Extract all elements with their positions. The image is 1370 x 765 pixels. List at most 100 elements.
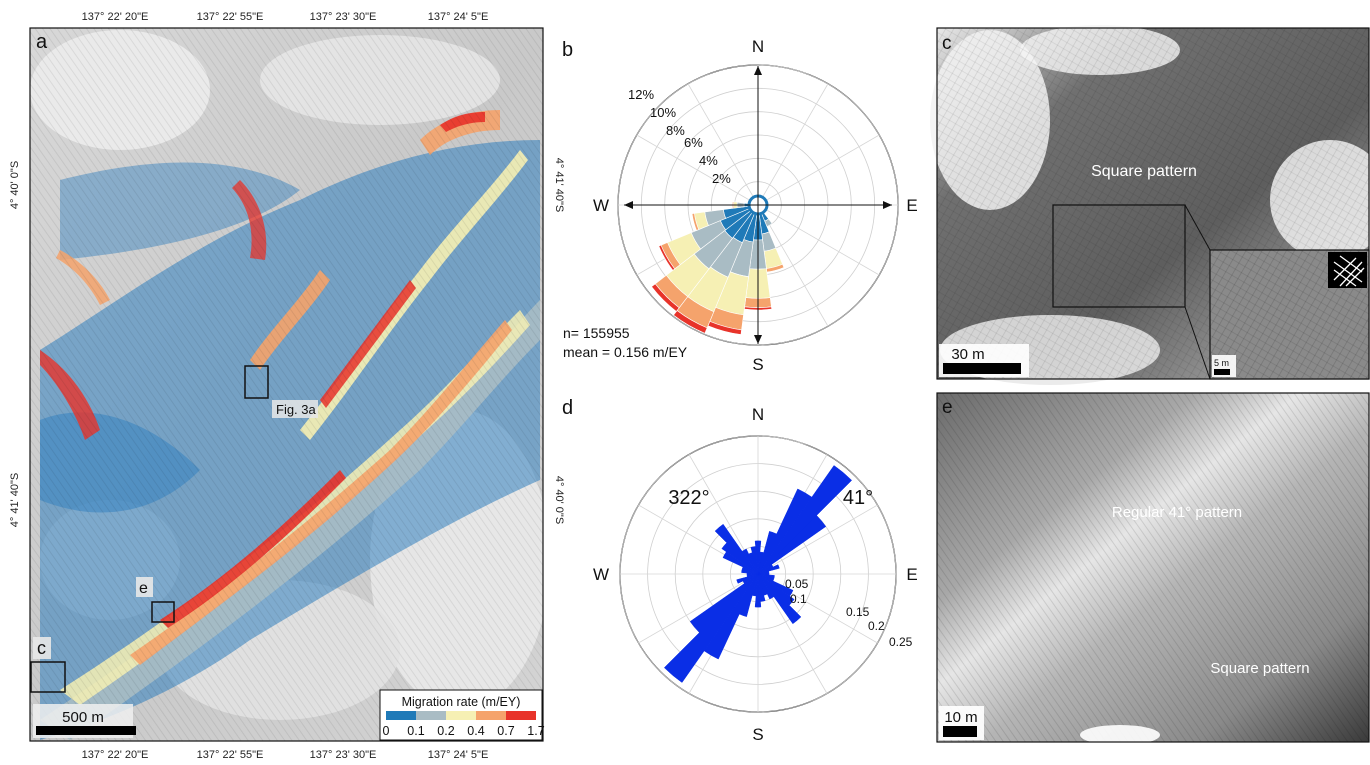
rose-b-arrow-e bbox=[883, 201, 892, 209]
rose-b-arrow-w bbox=[624, 201, 633, 209]
right-coord: 4° 40' 0"S bbox=[553, 476, 565, 524]
legend-title: Migration rate (m/EY) bbox=[402, 695, 521, 709]
fig3a-box bbox=[244, 365, 269, 399]
legend-tick-label: 0.2 bbox=[437, 724, 454, 738]
rose-b-bar bbox=[673, 310, 708, 334]
scalebar-label: 30 m bbox=[951, 346, 984, 363]
scalebar-label: 10 m bbox=[944, 709, 977, 726]
inset-frame bbox=[1209, 249, 1370, 380]
inset-scalebar-bar bbox=[1214, 369, 1230, 375]
panel-label: e bbox=[942, 397, 953, 418]
rose-b-axes bbox=[624, 66, 892, 344]
top-coord: 137° 22' 55"E bbox=[197, 11, 264, 23]
panel-a: a 137° 22' 20"E 137° 22' 55"E 137° 23' 3… bbox=[9, 11, 565, 761]
ring-label: 0.05 bbox=[785, 577, 809, 591]
ring-label: 8% bbox=[666, 123, 685, 138]
panel-label: d bbox=[562, 397, 573, 419]
rose-b-spoke bbox=[687, 83, 759, 206]
rose-b-spoke bbox=[757, 83, 829, 206]
legend-ticks: 0 0.1 0.2 0.4 0.7 1.7 bbox=[383, 724, 545, 738]
map-frame bbox=[29, 27, 544, 742]
legend-tick-label: 0.1 bbox=[407, 724, 424, 738]
rose-b-bar bbox=[658, 244, 676, 271]
rose-b-arrow-n bbox=[754, 66, 762, 75]
e-box bbox=[151, 601, 175, 623]
bottom-coord: 137° 22' 55"E bbox=[197, 749, 264, 761]
ring-label: 12% bbox=[628, 87, 654, 102]
rose-d-bar bbox=[663, 573, 759, 683]
zoom-line bbox=[1184, 306, 1211, 380]
compass-e: E bbox=[906, 565, 917, 584]
panel-label: a bbox=[36, 31, 48, 53]
compass-n: N bbox=[752, 37, 764, 56]
panel-label: b bbox=[562, 39, 573, 61]
rose-d-bars bbox=[663, 465, 853, 683]
legend-swatch bbox=[416, 711, 446, 720]
angle-label-41: 41° bbox=[843, 487, 873, 509]
ring-label: 0.2 bbox=[868, 619, 885, 633]
rose-b-bar bbox=[691, 213, 700, 231]
left-coord: 4° 40' 0"S bbox=[9, 161, 21, 209]
rose-b-spoke bbox=[757, 134, 880, 206]
rose-d-grid bbox=[619, 435, 897, 713]
ring-label: 0.15 bbox=[846, 605, 870, 619]
grid-icon-lines bbox=[1333, 255, 1365, 287]
rose-b-spoke bbox=[636, 134, 759, 206]
rose-d-spoke bbox=[638, 573, 759, 644]
angle-label-322: 322° bbox=[668, 487, 709, 509]
top-coord: 137° 24' 5"E bbox=[428, 11, 489, 23]
ring-label: 4% bbox=[699, 153, 718, 168]
c-box bbox=[30, 661, 66, 693]
panel-d: d N E S W 322° 41° 0.05 0.1 0.15 0.2 0.2… bbox=[562, 397, 918, 744]
panel-e-frame bbox=[936, 392, 1370, 743]
rose-d-bar bbox=[750, 546, 759, 575]
panel-label: c bbox=[942, 33, 952, 54]
legend-tick-label: 1.7 bbox=[527, 724, 544, 738]
bottom-coord: 137° 23' 30"E bbox=[310, 749, 377, 761]
e-label-bg bbox=[136, 577, 153, 597]
fig3a-label: Fig. 3a bbox=[276, 402, 317, 417]
map-overlay bbox=[30, 28, 543, 741]
compass-n: N bbox=[752, 405, 764, 424]
scalebar-bar bbox=[943, 726, 977, 737]
fig3a-label-bg bbox=[272, 400, 318, 418]
stats-n: n= 155955 bbox=[563, 325, 630, 341]
rose-b-bar bbox=[651, 283, 680, 312]
scalebar-bar bbox=[36, 726, 136, 735]
top-coord: 137° 23' 30"E bbox=[310, 11, 377, 23]
scalebar-bar bbox=[943, 363, 1021, 374]
legend-swatch bbox=[506, 711, 536, 720]
annotation-regular: Regular 41° pattern bbox=[1112, 504, 1242, 521]
legend-tick-label: 0.7 bbox=[497, 724, 514, 738]
panel-b: b N E S W 2% 4% 6% 8% 10% 12% n= 155955 … bbox=[562, 37, 918, 374]
zoom-box bbox=[1052, 204, 1186, 308]
compass-w: W bbox=[593, 565, 609, 584]
zoom-line bbox=[1184, 204, 1211, 251]
ring-label: 0.25 bbox=[889, 635, 913, 649]
annotation: Square pattern bbox=[1091, 163, 1197, 180]
rose-b-arrow-s bbox=[754, 335, 762, 344]
left-coord: 4° 41' 40"S bbox=[9, 473, 21, 527]
bottom-coord: 137° 22' 20"E bbox=[82, 749, 149, 761]
rose-d-spoke bbox=[757, 504, 878, 575]
ring-label: 10% bbox=[650, 105, 676, 120]
legend-swatch bbox=[476, 711, 506, 720]
stats-mean: mean = 0.156 m/EY bbox=[563, 344, 688, 360]
e-box-label: e bbox=[139, 580, 148, 597]
compass-s: S bbox=[752, 355, 763, 374]
rose-d-bar bbox=[757, 465, 853, 575]
panel-c: c Square pattern 5 m 30 m bbox=[930, 25, 1370, 385]
right-coord: 4° 41' 40"S bbox=[553, 158, 565, 212]
migration-legend: Migration rate (m/EY) 0 0.1 0.2 0.4 0.7 1.7 bbox=[379, 689, 545, 741]
top-coord: 137° 22' 20"E bbox=[82, 11, 149, 23]
compass-e: E bbox=[906, 196, 917, 215]
annotation-square: Square pattern bbox=[1210, 660, 1309, 677]
rose-b-bars bbox=[651, 194, 785, 335]
panel-c-frame bbox=[936, 27, 1370, 380]
bottom-coord: 137° 24' 5"E bbox=[428, 749, 489, 761]
rose-b-spoke bbox=[757, 204, 880, 276]
panel-e: e Regular 41° pattern Square pattern 10 … bbox=[936, 392, 1370, 745]
ring-label: 0.1 bbox=[790, 592, 807, 606]
compass-w: W bbox=[593, 196, 609, 215]
